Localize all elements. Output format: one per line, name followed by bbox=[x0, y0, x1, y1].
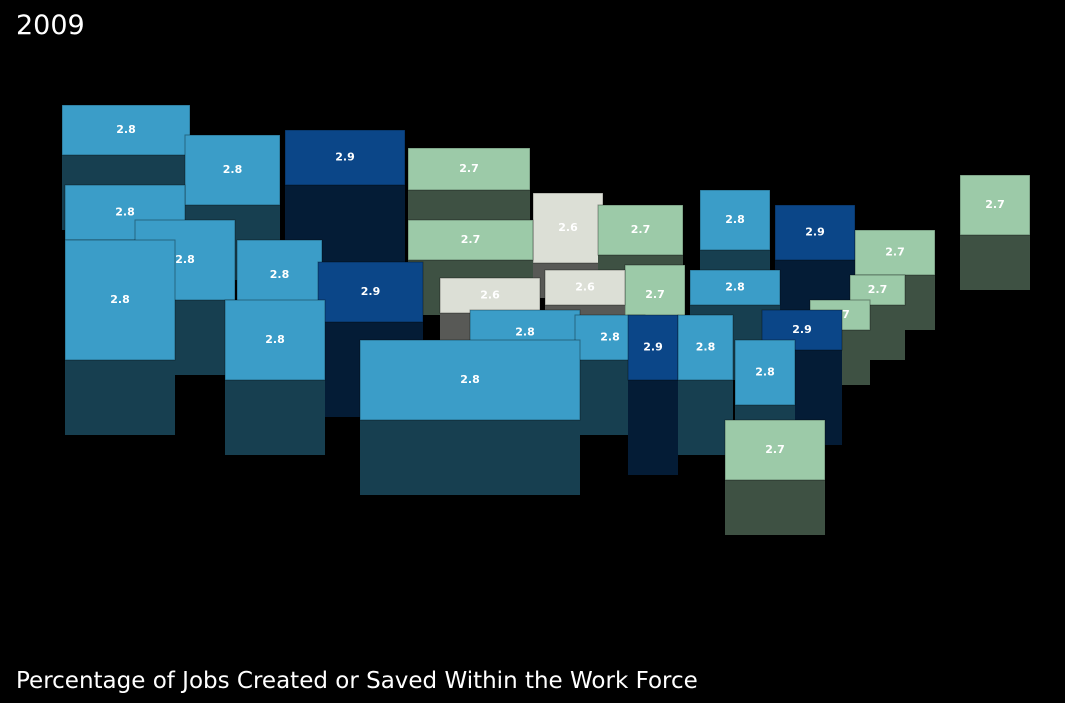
map: 2.8 2.9 2.8 2.7 2.7 2.8 2.8 2.6 2.7 2.9 2.7 2.8 2.7 2… bbox=[61, 104, 1031, 535]
region bbox=[359, 339, 581, 421]
region-label: 2.7 bbox=[631, 223, 651, 236]
region bbox=[959, 174, 1031, 236]
region bbox=[407, 147, 531, 191]
region bbox=[774, 204, 856, 261]
region-side-shade bbox=[960, 235, 1030, 290]
region bbox=[724, 419, 826, 481]
region-label: 2.8 bbox=[755, 366, 775, 379]
region-label: 2.6 bbox=[575, 281, 595, 294]
region-label: 2.8 bbox=[725, 213, 745, 226]
region bbox=[854, 229, 936, 276]
region-label: 2.8 bbox=[270, 268, 290, 281]
region-label: 2.8 bbox=[115, 206, 135, 219]
region bbox=[597, 204, 684, 256]
region-label: 2.8 bbox=[696, 341, 716, 354]
region-label: 2.8 bbox=[116, 123, 136, 136]
year-title: 2009 bbox=[16, 10, 85, 41]
region-side-shade bbox=[628, 380, 678, 475]
region-side-shade bbox=[360, 420, 580, 495]
region bbox=[699, 189, 771, 251]
region-label: 2.8 bbox=[515, 326, 535, 339]
region-label: 2.9 bbox=[335, 151, 355, 164]
region-label: 2.9 bbox=[361, 285, 381, 298]
region-label: 2.7 bbox=[885, 246, 905, 259]
region bbox=[544, 269, 626, 306]
region-label: 2.8 bbox=[223, 163, 243, 176]
region-label: 2.8 bbox=[600, 331, 620, 344]
region-label: 2.9 bbox=[792, 323, 812, 336]
region bbox=[407, 219, 534, 261]
region-label: 2.8 bbox=[175, 253, 195, 266]
region-label: 2.8 bbox=[110, 293, 130, 306]
region bbox=[734, 339, 796, 406]
caption: Percentage of Jobs Created or Saved With… bbox=[16, 668, 698, 694]
region-side-shade bbox=[725, 480, 825, 535]
region-label: 2.7 bbox=[985, 198, 1005, 211]
region-side-shade bbox=[225, 380, 325, 455]
region-label: 2.7 bbox=[461, 233, 481, 246]
region-label: 2.8 bbox=[460, 373, 480, 386]
region-label: 2.6 bbox=[480, 289, 500, 302]
region-side-shade bbox=[65, 360, 175, 435]
region-label: 2.7 bbox=[645, 288, 665, 301]
region bbox=[317, 261, 424, 323]
region bbox=[61, 104, 191, 156]
region bbox=[627, 314, 679, 381]
region-label: 2.7 bbox=[459, 162, 479, 175]
region bbox=[184, 134, 281, 206]
region bbox=[64, 239, 176, 361]
region-label: 2.8 bbox=[725, 281, 745, 294]
region bbox=[224, 299, 326, 381]
region bbox=[689, 269, 781, 306]
region-label: 2.7 bbox=[765, 443, 785, 456]
region-label: 2.9 bbox=[643, 341, 663, 354]
region-label: 2.6 bbox=[558, 221, 578, 234]
region bbox=[677, 314, 734, 381]
region-label: 2.7 bbox=[868, 283, 888, 296]
region bbox=[284, 129, 406, 186]
region-label: 2.8 bbox=[265, 333, 285, 346]
region bbox=[532, 192, 604, 264]
region-side-shade bbox=[678, 380, 733, 455]
region-label: 2.9 bbox=[805, 226, 825, 239]
